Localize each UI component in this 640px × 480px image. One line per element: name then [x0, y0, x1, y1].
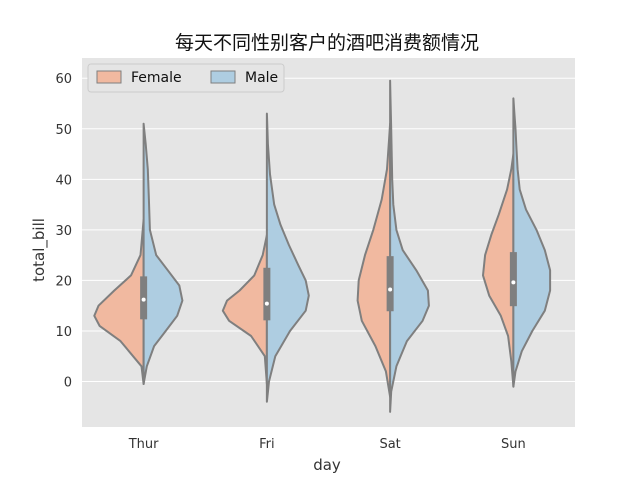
chart-title: 每天不同性别客户的酒吧消费额情况: [175, 32, 479, 54]
violin-male-sun: [512, 97, 552, 388]
watermark-text: https://blog.csdn.net/weixin_48615832: [378, 456, 632, 471]
legend: Female Male: [87, 63, 285, 93]
y-tick-label: 60: [55, 72, 72, 87]
x-tick-label: Sat: [379, 437, 400, 452]
legend-swatch-female: [96, 70, 122, 84]
legend-label-female: Female: [131, 70, 182, 86]
median-dot-thur: [141, 297, 146, 302]
x-tick-label: Thur: [128, 437, 159, 452]
y-axis-label: total_bill: [30, 218, 49, 282]
violins: [93, 79, 552, 413]
iqr-box-sat: [386, 256, 394, 312]
y-tick-label: 0: [64, 376, 72, 391]
iqr-box-sun: [509, 252, 517, 307]
violin-male-sat: [389, 79, 430, 413]
legend-swatch-male: [210, 70, 236, 84]
violin-male-fri: [265, 112, 310, 403]
y-tick-label: 40: [55, 173, 72, 188]
y-tick-label: 10: [55, 325, 72, 340]
violin-male-thur: [142, 122, 184, 386]
iqr-box-fri: [263, 267, 271, 321]
y-tick-label: 20: [55, 274, 72, 289]
legend-label-male: Male: [245, 70, 278, 86]
axis-ticks: 0 10 20 30 40 50 60 Thur Fri Sat Sun: [55, 72, 525, 452]
median-dot-fri: [264, 301, 269, 306]
x-axis-label: day: [313, 456, 341, 474]
median-dot-sun: [511, 280, 516, 285]
y-tick-label: 50: [55, 123, 72, 138]
x-tick-label: Fri: [259, 437, 275, 452]
median-dot-sat: [388, 287, 393, 292]
y-tick-label: 30: [55, 224, 72, 239]
inner-boxes: [140, 252, 517, 321]
x-tick-label: Sun: [501, 437, 526, 452]
